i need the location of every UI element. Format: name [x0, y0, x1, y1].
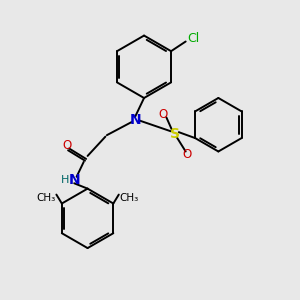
Text: O: O	[159, 108, 168, 121]
Text: S: S	[170, 127, 180, 141]
Text: N: N	[129, 113, 141, 127]
Text: H: H	[61, 175, 69, 185]
Text: CH₃: CH₃	[36, 193, 56, 202]
Text: Cl: Cl	[187, 32, 199, 45]
Text: O: O	[62, 139, 71, 152]
Text: O: O	[182, 148, 192, 161]
Text: N: N	[68, 173, 80, 187]
Text: CH₃: CH₃	[120, 193, 139, 202]
